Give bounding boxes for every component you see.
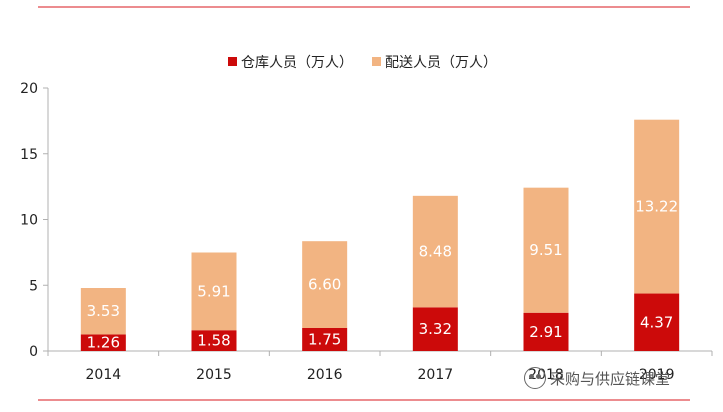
data-label-warehouse: 1.26	[87, 334, 120, 352]
x-tick-label: 2019	[639, 367, 675, 383]
bars	[80, 119, 680, 351]
data-label-delivery: 3.53	[87, 302, 120, 320]
x-tick-label: 2015	[196, 367, 232, 383]
data-label-warehouse: 4.37	[640, 313, 673, 331]
data-label-delivery: 8.48	[419, 243, 452, 261]
bar-segment-warehouse	[634, 293, 680, 351]
legend-label-delivery: 配送人员（万人）	[385, 55, 497, 71]
data-label-delivery: 6.60	[308, 276, 341, 294]
watermark: 采购与供应链课堂	[524, 366, 670, 390]
data-label-delivery: 5.91	[197, 282, 230, 300]
x-tick-label: 2016	[307, 367, 343, 383]
y-axis: 0 5 10 15 20	[20, 81, 49, 360]
bar-segment-delivery	[80, 288, 126, 335]
data-label-warehouse: 1.75	[308, 330, 341, 348]
data-label-delivery: 9.51	[529, 241, 562, 259]
bar-segment-warehouse	[191, 330, 237, 351]
bar-segment-delivery	[634, 119, 680, 294]
data-label-warehouse: 2.91	[529, 323, 562, 341]
bar-segment-delivery	[523, 187, 569, 313]
y-tick-label: 20	[20, 81, 38, 97]
bar-segment-delivery	[302, 241, 348, 328]
y-tick-label: 10	[20, 213, 38, 229]
wechat-icon	[524, 367, 546, 389]
data-labels: 1.26 3.53 1.58 5.91 1.75 6.60 3.32 8.48 2.91 9.51…	[87, 198, 679, 352]
legend-label-warehouse: 仓库人员（万人）	[241, 55, 353, 71]
data-label-warehouse: 1.58	[197, 332, 230, 350]
legend-swatch-warehouse	[228, 57, 237, 66]
y-tick-label: 15	[20, 147, 38, 163]
legend: 仓库人员（万人） 配送人员（万人）	[228, 55, 497, 71]
bar-segment-warehouse	[80, 334, 126, 351]
bar-segment-delivery	[412, 195, 458, 308]
watermark-text: 采购与供应链课堂	[550, 369, 671, 388]
bar-segment-delivery	[191, 252, 237, 331]
bar-segment-warehouse	[412, 307, 458, 351]
x-tick-label: 2014	[86, 367, 122, 383]
data-label-warehouse: 3.32	[419, 320, 452, 338]
y-tick-label: 0	[29, 344, 38, 360]
bar-segment-warehouse	[302, 327, 348, 351]
legend-swatch-delivery	[372, 57, 381, 66]
x-tick-label: 2017	[418, 367, 454, 383]
data-label-delivery: 13.22	[635, 198, 678, 216]
bar-segment-warehouse	[523, 312, 569, 351]
y-tick-label: 5	[29, 278, 38, 294]
